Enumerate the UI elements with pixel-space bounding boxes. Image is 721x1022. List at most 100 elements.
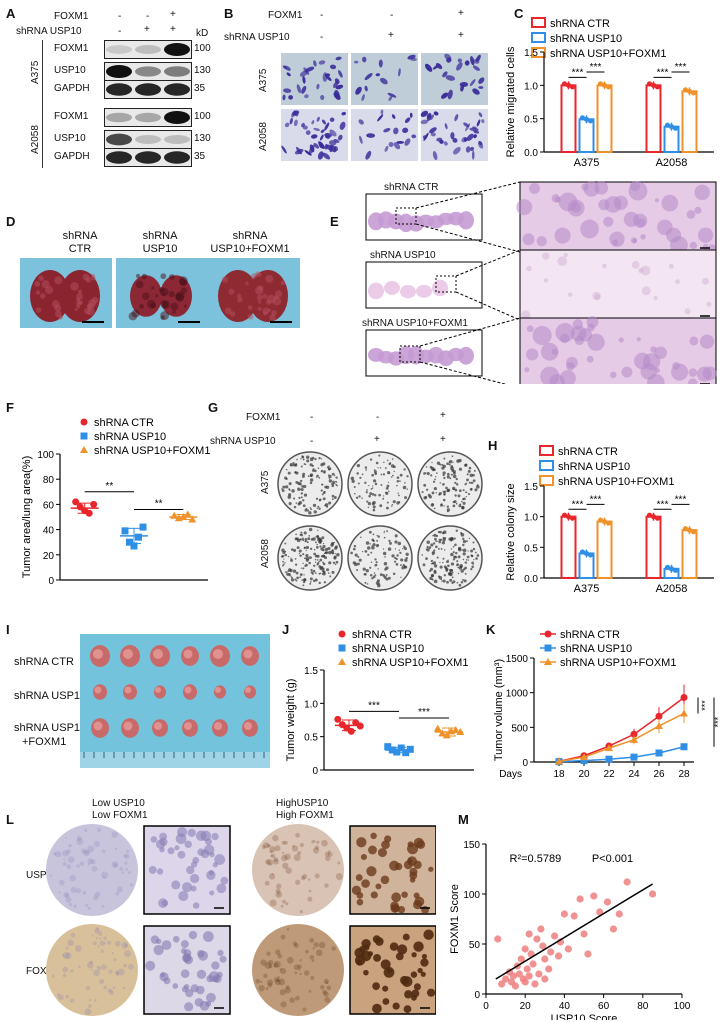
colony [429,576,433,581]
lung-nodule [77,289,82,294]
stained-cell [190,861,198,868]
data-point [560,910,568,918]
colony [443,457,446,460]
data-point-triangle [179,513,188,520]
colony [439,530,442,534]
data-point-triangle [170,511,179,519]
lung-nodule [247,313,254,320]
migrated-cell [461,137,468,143]
y-tick-label: 1.0 [304,699,318,710]
stained-cell [211,832,219,841]
colony [442,483,445,486]
colony [287,555,290,558]
data-point [511,982,519,990]
tissue-structure [688,368,698,377]
tissue-structure [524,367,530,373]
colony [446,505,450,508]
lung-nodule [141,273,148,280]
colony [430,567,434,571]
blot-band [106,112,132,123]
core-texture [283,840,288,846]
blot-label: FOXM1 [54,111,89,122]
stained-cell [411,952,417,958]
migrated-cell [318,60,326,65]
migrated-cell [302,76,306,84]
colony [328,465,330,467]
data-point-triangle [580,753,588,761]
panel-d-label-usp10: shRNA USP10 [142,230,178,255]
colony [315,536,317,538]
colony [313,469,317,473]
stained-cell [363,969,369,976]
colony [372,543,376,547]
migrated-cell [364,85,368,92]
tissue-structure [572,319,584,330]
molecular-weight-label: 130 [194,133,211,144]
data-point [601,518,608,525]
colony [318,581,321,585]
core-texture [62,973,67,978]
data-point [672,125,679,131]
migrated-cell [420,119,429,125]
core-texture [100,949,104,953]
core-texture [111,861,119,868]
significance-label: *** [418,707,430,718]
migrated-cell [411,134,417,139]
panel-d-label-usp10-foxm1: shRNA USP10+FOXM1 [210,230,290,255]
panel-label-g: G [208,400,219,415]
data-point-circle [630,730,638,738]
migrated-cell [464,60,470,66]
blot-band [135,112,161,123]
colony [315,545,319,549]
colony [379,573,383,577]
colony [302,537,304,539]
blot-band [164,43,190,56]
data-point-square [393,748,401,756]
panel-l-row-usp10: USP10 [26,870,58,881]
western-blot-strip [104,62,192,81]
migrated-cell [472,88,480,95]
core-texture [88,998,92,1002]
migrated-cell [334,89,340,100]
colony [319,498,322,501]
lung-nodule [237,293,242,298]
bar [596,84,613,153]
tumor-highlight [123,721,133,731]
colony [331,498,334,500]
core-texture [268,873,276,880]
colony [404,558,408,562]
colony [428,546,432,550]
colony [462,552,466,556]
data-point [650,514,657,520]
colony [325,485,330,489]
colony [295,571,299,575]
data-point-circle [85,509,93,517]
blot-band [106,151,132,164]
colony [372,505,376,509]
data-point [517,955,525,963]
series-line [558,746,685,763]
lung-nodule [142,292,150,300]
colony [322,572,326,576]
tissue-structure [632,238,637,243]
colony [320,489,323,492]
colony [461,549,464,551]
core-texture [275,888,281,894]
y-axis-label: Tumor volume (mm³) [493,659,505,761]
western-blot-strip [104,80,192,99]
legend-label: shRNA USP10 [94,431,166,443]
colony [309,478,314,482]
core-texture [65,946,69,950]
migrated-cell [324,122,330,131]
legend-label: shRNA USP10 [558,461,630,473]
data-point [565,514,572,520]
colony [382,548,385,550]
data-point [597,517,604,523]
colony [394,534,398,538]
panel-label-i: I [6,622,10,637]
colony [321,483,324,486]
bar [560,84,577,153]
migrated-cell [402,127,409,134]
colony [458,583,462,587]
colony [357,562,360,566]
